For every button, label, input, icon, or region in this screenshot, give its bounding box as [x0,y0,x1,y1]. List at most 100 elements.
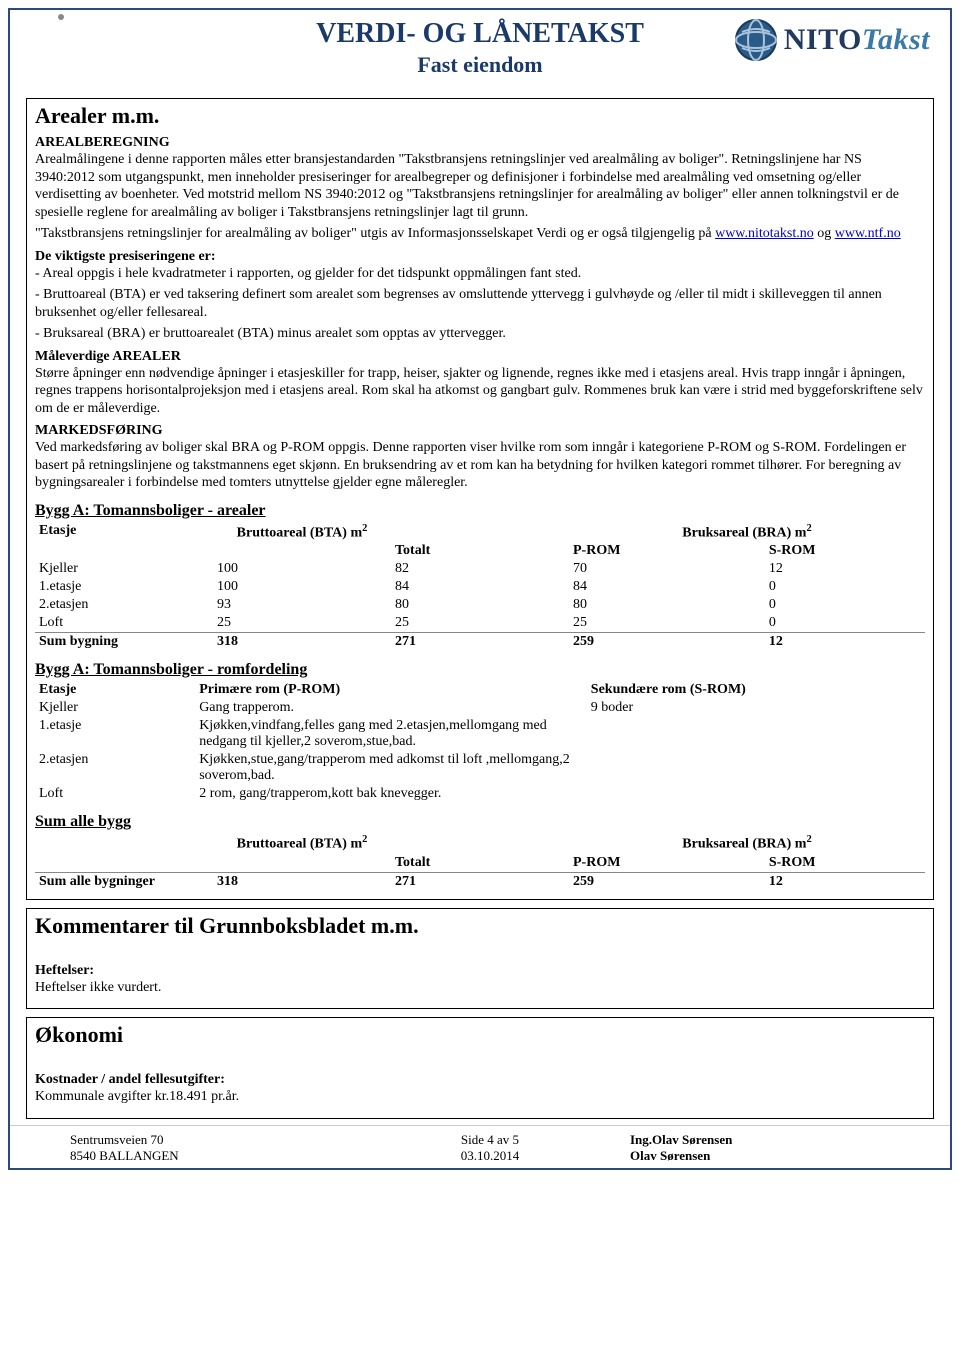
cell-etasje: Kjeller [35,560,213,578]
bullet-2: - Bruttoareal (BTA) er ved taksering def… [35,286,925,321]
footer-name1: Ing.Olav Sørensen [630,1132,910,1148]
brand-nito: NITO [784,23,862,56]
sa-label: Sum alle bygninger [35,872,213,891]
th-etasje: Etasje [35,522,213,543]
sa-th-totalt: Totalt [391,854,569,873]
rom-th-prom: Primære rom (P-ROM) [195,681,587,699]
brand-takst: Takst [862,23,930,56]
sa-bta: 318 [213,872,391,891]
arealberegning-p1: Arealmålingene i denne rapporten måles e… [35,151,925,221]
th-bta: Bruttoareal (BTA) m2 [213,522,391,543]
cell-srom: 0 [765,596,925,614]
table-row: 1.etasjeKjøkken,vindfang,felles gang med… [35,717,925,751]
sum-label: Sum bygning [35,633,213,652]
globe-icon [734,18,778,62]
cell-etasje: 1.etasje [35,578,213,596]
cell-etasje: Loft [35,785,195,803]
sum-alle-title: Sum alle bygg [35,813,925,831]
sa-th-bra: Bruksareal (BRA) m2 [569,833,925,854]
kommentarer-title: Kommentarer til Grunnboksbladet m.m. [35,913,925,939]
sum-totalt: 271 [391,633,569,652]
table-row: 2.etasjenKjøkken,stue,gang/trapperom med… [35,751,925,785]
cell-srom [587,751,925,785]
sum-srom: 12 [765,633,925,652]
cell-etasje: Loft [35,614,213,633]
cell-etasje: 2.etasjen [35,751,195,785]
table-row: KjellerGang trapperom.9 boder [35,699,925,717]
p2-mid: og [814,226,835,241]
document-header: VERDI- OG LÅNETAKST Fast eiendom NITOTak… [10,10,950,94]
cell-prom: 2 rom, gang/trapperom,kott bak knevegger… [195,785,587,803]
link-nitotakst[interactable]: www.nitotakst.no [715,226,814,241]
sa-prom: 259 [569,872,765,891]
sum-alle-table: Bruttoareal (BTA) m2 Bruksareal (BRA) m2… [35,833,925,891]
rom-th-etasje: Etasje [35,681,195,699]
sa-srom: 12 [765,872,925,891]
kommentarer-section: Kommentarer til Grunnboksbladet m.m. Hef… [26,908,934,1010]
rom-table: Etasje Primære rom (P-ROM) Sekundære rom… [35,681,925,803]
th-totalt: Totalt [391,542,569,560]
cell-prom: Kjøkken,stue,gang/trapperom med adkomst … [195,751,587,785]
table-row: Loft2 rom, gang/trapperom,kott bak kneve… [35,785,925,803]
cell-bta: 25 [213,614,391,633]
cell-prom: Kjøkken,vindfang,felles gang med 2.etasj… [195,717,587,751]
table-row: 2.etasjen9380800 [35,596,925,614]
markedsforing-text: Ved markedsføring av boliger skal BRA og… [35,439,925,492]
sa-th-prom: P-ROM [569,854,765,873]
footer-names: Ing.Olav Sørensen Olav Sørensen [630,1132,910,1164]
footer-page: Side 4 av 5 [350,1132,630,1148]
page-footer: Sentrumsveien 70 8540 BALLANGEN Side 4 a… [10,1125,950,1168]
cell-bta: 93 [213,596,391,614]
cell-bta: 100 [213,578,391,596]
rom-th-srom: Sekundære rom (S-ROM) [587,681,925,699]
cell-etasje: 1.etasje [35,717,195,751]
table-row: Loft2525250 [35,614,925,633]
maaleverdige-heading: Måleverdige AREALER [35,349,925,365]
footer-address: Sentrumsveien 70 8540 BALLANGEN [70,1132,350,1164]
cell-totalt: 25 [391,614,569,633]
bullet-3: - Bruksareal (BRA) er bruttoarealet (BTA… [35,325,925,343]
th-prom: P-ROM [569,542,765,560]
sa-totalt: 271 [391,872,569,891]
areal-sum-row: Sum bygning 318 271 259 12 [35,633,925,652]
okonomi-section: Økonomi Kostnader / andel fellesutgifter… [26,1017,934,1119]
okonomi-title: Økonomi [35,1022,925,1048]
markedsforing-heading: MARKEDSFØRING [35,423,925,439]
areal-table: Etasje Bruttoareal (BTA) m2 Bruksareal (… [35,522,925,652]
sum-bta: 318 [213,633,391,652]
cell-srom: 9 boder [587,699,925,717]
cell-prom: 70 [569,560,765,578]
footer-name2: Olav Sørensen [630,1148,910,1164]
cell-prom: 25 [569,614,765,633]
sa-th-srom: S-ROM [765,854,925,873]
document-page: VERDI- OG LÅNETAKST Fast eiendom NITOTak… [8,8,952,1170]
th-srom: S-ROM [765,542,925,560]
brand-logo: NITOTakst [734,18,930,62]
kostnader-heading: Kostnader / andel fellesutgifter: [35,1072,925,1088]
rom-table-title: Bygg A: Tomannsboliger - romfordeling [35,661,925,679]
cell-etasje: 2.etasjen [35,596,213,614]
link-ntf[interactable]: www.ntf.no [835,226,901,241]
cell-totalt: 82 [391,560,569,578]
cell-srom: 12 [765,560,925,578]
footer-date: 03.10.2014 [350,1148,630,1164]
arealberegning-heading: AREALBEREGNING [35,135,925,151]
sum-prom: 259 [569,633,765,652]
cell-prom: Gang trapperom. [195,699,587,717]
areal-table-title: Bygg A: Tomannsboliger - arealer [35,502,925,520]
maaleverdige-text: Større åpninger enn nødvendige åpninger … [35,365,925,418]
brand-text: NITOTakst [784,23,930,57]
cell-prom: 84 [569,578,765,596]
cell-totalt: 80 [391,596,569,614]
sa-th-bta: Bruttoareal (BTA) m2 [213,833,391,854]
bullet-1: - Areal oppgis i hele kvadratmeter i rap… [35,265,925,283]
p2-pre: "Takstbransjens retningslinjer for areal… [35,226,715,241]
cell-prom: 80 [569,596,765,614]
arealer-title: Arealer m.m. [35,103,925,129]
cell-srom: 0 [765,578,925,596]
heftelser-heading: Heftelser: [35,963,925,979]
cell-srom [587,717,925,751]
cell-bta: 100 [213,560,391,578]
table-row: Kjeller100827012 [35,560,925,578]
th-blank [391,522,569,543]
